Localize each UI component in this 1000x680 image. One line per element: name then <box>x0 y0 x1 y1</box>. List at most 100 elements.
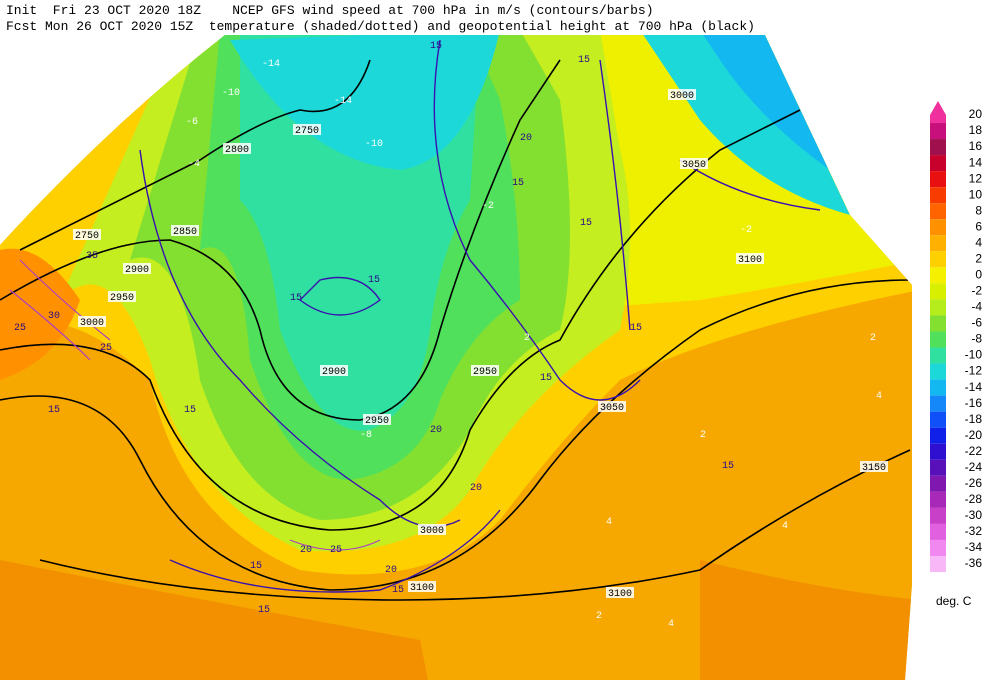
colorbar-label: -36 <box>965 556 983 570</box>
height-label-bg <box>73 229 101 240</box>
colorbar-cell <box>930 347 946 364</box>
colorbar-label: -8 <box>971 332 982 346</box>
height-label-bg <box>363 414 391 425</box>
height-label-bg <box>108 291 136 302</box>
temp-label: 4 <box>876 391 882 402</box>
temp-label: -14 <box>262 59 280 70</box>
colorbar-label: -6 <box>971 316 982 330</box>
colorbar-cell <box>930 539 946 556</box>
colorbar-unit: deg. C <box>936 594 972 608</box>
height-label-bg <box>598 401 626 412</box>
colorbar-cell <box>930 203 946 220</box>
colorbar-arrow <box>930 101 946 115</box>
colorbar-cell <box>930 155 946 172</box>
wind-label: 20 <box>470 483 482 494</box>
colorbar-label: -24 <box>965 460 983 474</box>
colorbar-label: -18 <box>965 412 983 426</box>
wind-labels: 15 15 20 15 15 15 15 15 20 25 25 30 35 15 15 20 15 20 25 20… <box>14 41 734 616</box>
wind-label: 35 <box>86 251 98 262</box>
temp-label: -10 <box>365 139 383 150</box>
wind-label: 25 <box>330 545 342 556</box>
height-label-bg <box>171 225 199 236</box>
temp-label: -14 <box>334 96 352 107</box>
colorbar-label: 2 <box>975 251 982 265</box>
height-label: 2850 <box>173 227 197 238</box>
wind-label: 20 <box>385 565 397 576</box>
colorbar-cell <box>930 523 946 540</box>
colorbar-cell <box>930 219 946 236</box>
temp-label: 2 <box>596 611 602 622</box>
temp-label: -10 <box>222 88 240 99</box>
temp-label: -2 <box>740 225 752 236</box>
height-label: 3050 <box>682 160 706 171</box>
colorbar-cell <box>930 171 946 188</box>
colorbar-label: -32 <box>965 524 983 538</box>
colorbar-label: 8 <box>975 203 982 217</box>
colorbar-cell <box>930 139 946 156</box>
temp-label: 2 <box>700 430 706 441</box>
height-label: 2900 <box>322 367 346 378</box>
colorbar-cell <box>930 267 946 284</box>
temp-label: -6 <box>186 117 198 128</box>
colorbar-label: -16 <box>965 396 983 410</box>
colorbar-label: -30 <box>965 508 983 522</box>
colorbar-label: 10 <box>969 187 983 201</box>
height-label-bg <box>223 143 251 154</box>
wind-label: 15 <box>722 461 734 472</box>
colorbar-label: -2 <box>971 284 982 298</box>
wind-label: 25 <box>14 323 26 334</box>
height-labels: 2750 2800 2850 3000 3050 3100 2750 2900 2950 3000… <box>73 89 888 600</box>
colorbar-cell <box>930 251 946 268</box>
colorbar-label: -20 <box>965 428 983 442</box>
colorbar-label: 0 <box>975 268 982 282</box>
colorbar-label: -22 <box>965 444 983 458</box>
colorbar-cell <box>930 299 946 316</box>
colorbar-cell <box>930 475 946 492</box>
colorbar: 20181614121086420-2-4-6-8-10-12-14-16-18… <box>930 101 983 573</box>
colorbar-label: 16 <box>969 139 983 153</box>
wind-label: 15 <box>540 373 552 384</box>
map-field <box>0 35 912 680</box>
colorbar-label: -34 <box>965 540 983 554</box>
colorbar-label: -14 <box>965 380 983 394</box>
colorbar-cell <box>930 459 946 476</box>
temp-label: 4 <box>782 521 788 532</box>
temp-label: -4 <box>188 159 200 170</box>
temp-label: -8 <box>360 430 372 441</box>
height-label: 2900 <box>125 265 149 276</box>
wind-label: 25 <box>100 343 112 354</box>
colorbar-cell <box>930 331 946 348</box>
height-label: 2950 <box>110 293 134 304</box>
temp-label: -2 <box>482 201 494 212</box>
temp-label: 2 <box>870 333 876 344</box>
wind-label: 15 <box>258 605 270 616</box>
colorbar-cell <box>930 123 946 140</box>
colorbar-cell <box>930 315 946 332</box>
temp-label: 2 <box>524 333 530 344</box>
height-label-bg <box>320 365 348 376</box>
colorbar-cell <box>930 443 946 460</box>
colorbar-cell <box>930 427 946 444</box>
temp-label: 4 <box>668 619 674 630</box>
colorbar-label: 14 <box>969 155 983 169</box>
height-label: 2750 <box>295 126 319 137</box>
height-label: 2950 <box>473 367 497 378</box>
colorbar-label: -26 <box>965 476 983 490</box>
header-line-2: Fcst Mon 26 OCT 2020 15Z temperature (sh… <box>6 19 755 34</box>
colorbar-label: 4 <box>975 235 982 249</box>
colorbar-cell <box>930 363 946 380</box>
height-label-bg <box>471 365 499 376</box>
height-label: 3050 <box>600 403 624 414</box>
height-label-bg <box>293 124 321 135</box>
colorbar-label: 12 <box>969 171 983 185</box>
height-label: 3100 <box>608 589 632 600</box>
height-label-bg <box>736 253 764 264</box>
header-line-1: Init Fri 23 OCT 2020 18Z NCEP GFS wind s… <box>6 3 654 18</box>
height-label-bg <box>418 524 446 535</box>
wind-label: 15 <box>430 41 442 52</box>
colorbar-label: -4 <box>971 300 982 314</box>
colorbar-cell <box>930 411 946 428</box>
temp-labels: -14 -10 -14 -6 -4 -10 -8 -2 -2 2 2 4 4 2 4 2 4 <box>186 59 882 630</box>
height-label: 2950 <box>365 416 389 427</box>
colorbar-cell <box>930 395 946 412</box>
